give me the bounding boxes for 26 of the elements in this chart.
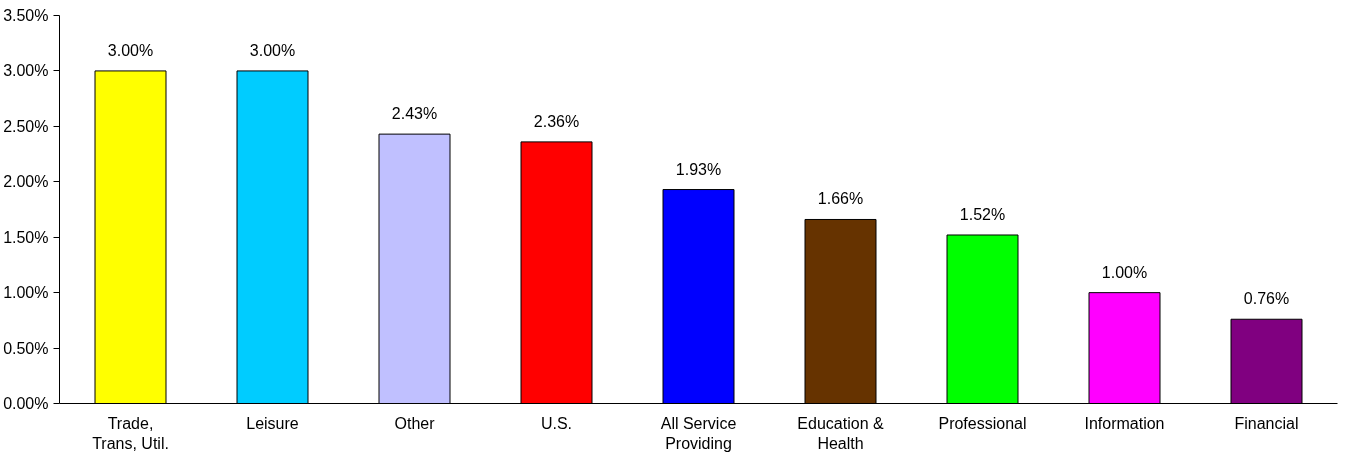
y-tick-label: 2.00% [3, 173, 49, 191]
x-tick-label: Leisure [246, 414, 299, 432]
x-tick-label: Information [1084, 414, 1165, 432]
y-tick-label: 3.50% [3, 7, 49, 24]
x-tick-label: U.S. [540, 414, 573, 432]
data-label: 2.43% [391, 105, 438, 123]
y-tick-label: 2.50% [3, 117, 49, 135]
y-tick-label: 3.00% [3, 62, 49, 80]
data-label: 1.66% [817, 190, 864, 208]
data-label: 3.00% [107, 41, 154, 59]
data-label: 1.52% [959, 206, 1006, 223]
data-label: 3.00% [249, 41, 296, 59]
x-tick-label: All Service Providing [660, 414, 737, 452]
x-tick-label: Trade, Trans, Util. [92, 414, 169, 452]
data-label: 2.36% [533, 112, 580, 130]
data-label: 0.76% [1243, 290, 1290, 308]
data-label: 1.93% [675, 160, 722, 178]
data-label: 1.00% [1101, 263, 1148, 281]
x-tick-label: Education & Health [797, 414, 884, 452]
y-tick-label: 1.50% [3, 228, 49, 246]
y-tick-label: 0.50% [3, 339, 49, 357]
x-tick-label: Professional [938, 414, 1027, 432]
y-tick-label: 1.00% [3, 284, 49, 302]
x-tick-label: Financial [1234, 414, 1299, 432]
y-tick-label: 0.00% [3, 395, 49, 412]
x-tick-label: Other [394, 414, 436, 432]
